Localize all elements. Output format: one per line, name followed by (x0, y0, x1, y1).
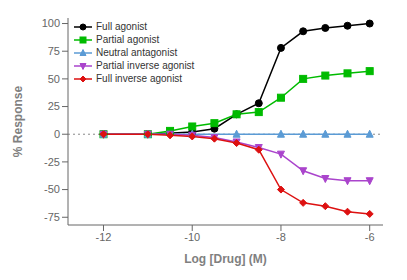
html-text:Full inverse agonist: Full inverse agonist (96, 73, 183, 84)
svg-text:75: 75 (48, 45, 60, 57)
svg-text:100: 100 (42, 17, 60, 29)
svg-text:-25: -25 (44, 156, 60, 168)
html-text:Partial agonist: Partial agonist (96, 34, 160, 45)
html-text:Neutral antagonist: Neutral antagonist (96, 47, 178, 58)
svg-text:-12: -12 (96, 231, 112, 243)
svg-text:-75: -75 (44, 211, 60, 223)
svg-text:-10: -10 (184, 231, 200, 243)
html-text:Full agonist: Full agonist (96, 21, 148, 32)
svg-text:0: 0 (54, 128, 60, 140)
svg-text:-6: -6 (365, 231, 375, 243)
svg-text:25: 25 (48, 100, 60, 112)
svg-text:50: 50 (48, 73, 60, 85)
svg-text:% Response: % Response (11, 85, 25, 157)
svg-text:-8: -8 (276, 231, 286, 243)
svg-text:Log [Drug] (M): Log [Drug] (M) (184, 252, 267, 266)
html-text:Partial inverse agonist: Partial inverse agonist (96, 60, 195, 71)
svg-text:-50: -50 (44, 183, 60, 195)
